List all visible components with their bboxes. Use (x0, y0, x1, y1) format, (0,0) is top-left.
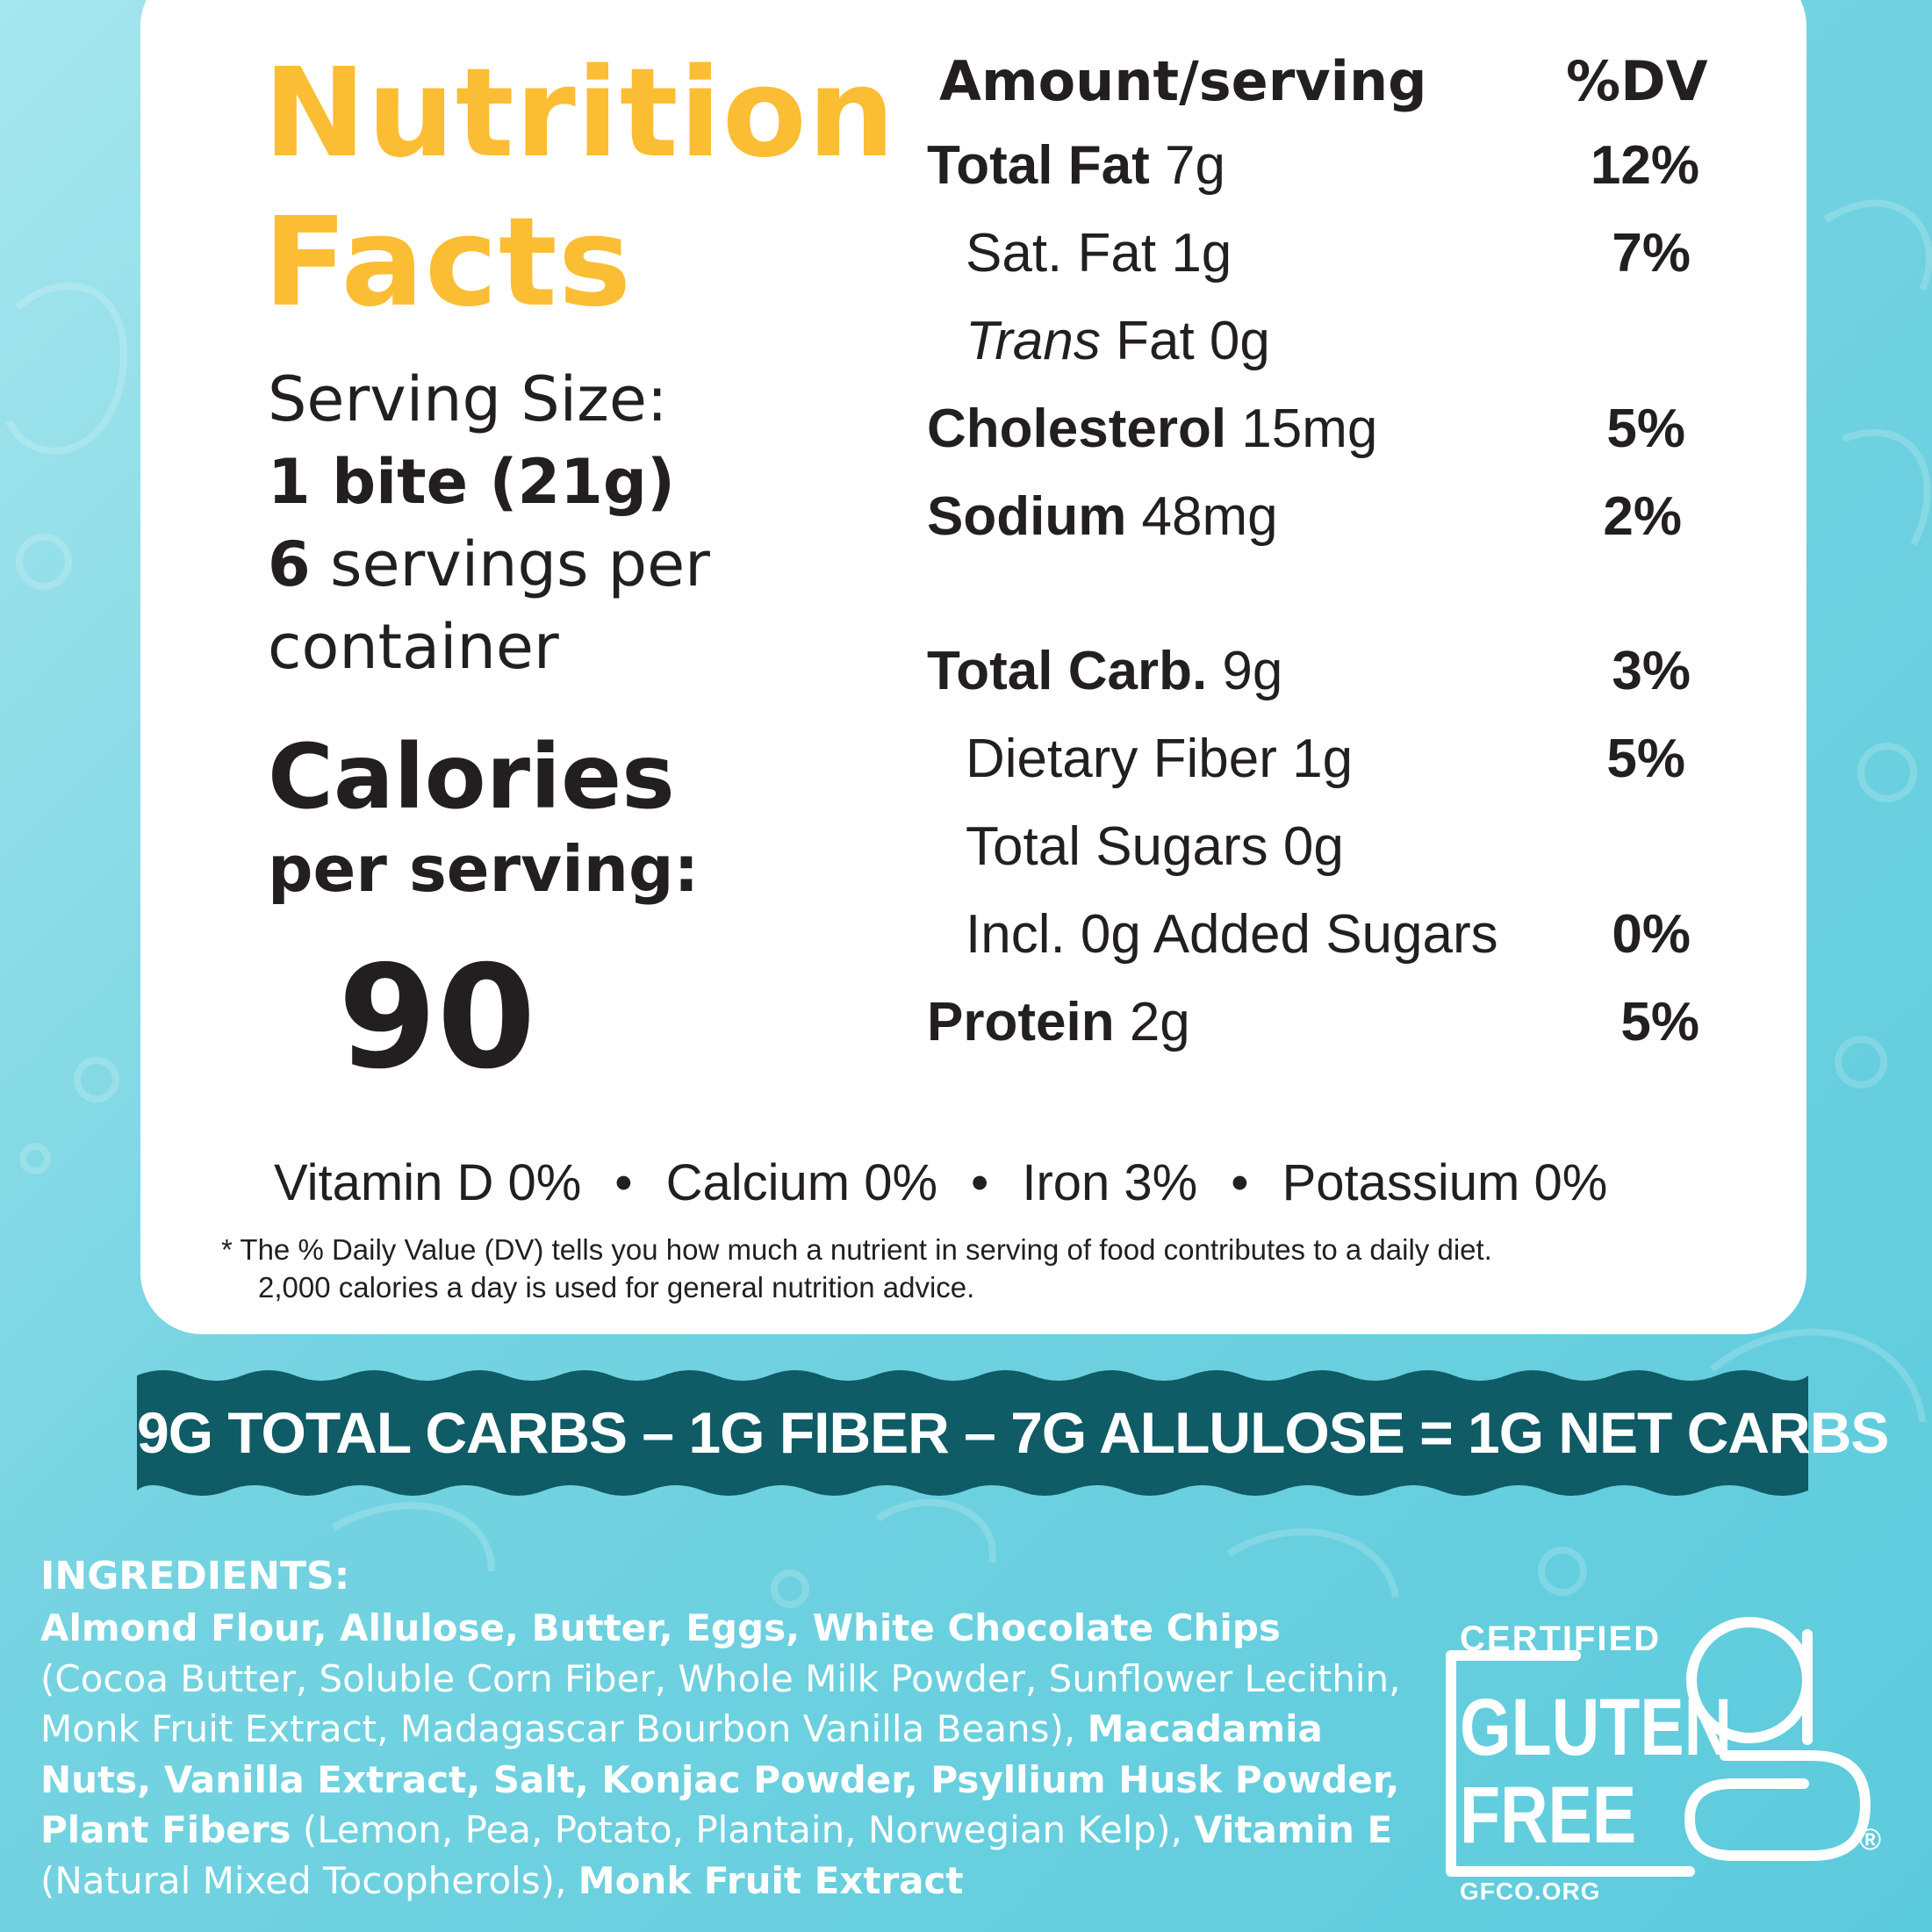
badge-url-text: GFCO.ORG (1460, 1878, 1601, 1905)
calcium: Calcium 0% (665, 1154, 938, 1211)
serving-info: Serving Size: 1 bite (21g) 6 servings pe… (268, 358, 710, 688)
ingredients-section: INGREDIENTS: Almond Flour, Allulose, But… (40, 1552, 1410, 1906)
nutrient-dv: 5% (1606, 399, 1685, 459)
servings-per-container: 6 servings per (268, 523, 710, 606)
nutrient-row-cholesterol: Cholesterol 15mg 5% (927, 390, 1699, 469)
separator-dot: • (971, 1154, 989, 1211)
nutrient-name: Incl. 0g Added Sugars (966, 904, 1498, 965)
separator-dot: • (1231, 1154, 1249, 1211)
ingredients-part: Vitamin E (1194, 1808, 1393, 1851)
nutrient-row-sat-fat: Sat. Fat 1g 7% (966, 214, 1699, 293)
nutrient-amount: 0g (1268, 816, 1344, 877)
nutrient-amount: 1g (1156, 223, 1232, 284)
badge-certified-text: CERTIFIED (1460, 1620, 1662, 1658)
nutrient-dv: 0% (1612, 904, 1691, 965)
nutrient-amount: 2g (1114, 992, 1190, 1052)
nutrient-row-dietary-fiber: Dietary Fiber 1g 5% (966, 720, 1699, 799)
registered-mark: ® (1859, 1823, 1882, 1857)
column-header-amount: Amount/serving (939, 49, 1427, 113)
nutrient-dv: 7% (1612, 223, 1691, 284)
potassium: Potassium 0% (1282, 1154, 1608, 1211)
nutrient-name: Total Fat (927, 135, 1150, 196)
ingredients-part: Almond Flour, Allulose, Butter, Eggs, Wh… (40, 1606, 1281, 1649)
net-carbs-text: 9G TOTAL CARBS – 1G FIBER – 7G ALLULOSE … (137, 1400, 1889, 1465)
nutrition-facts-title: Nutrition Facts (263, 40, 896, 338)
ingredients-list: Almond Flour, Allulose, Butter, Eggs, Wh… (40, 1603, 1410, 1906)
badge-free-text: FREE (1460, 1770, 1637, 1860)
ingredients-part: (Natural Mixed Tocopherols), (40, 1858, 578, 1902)
servings-count: 6 (268, 528, 311, 600)
nutrient-name: Cholesterol (927, 399, 1227, 459)
ingredients-part: Monk Fruit Extract (578, 1858, 964, 1902)
nutrient-row-total-fat: Total Fat 7g 12% (927, 126, 1699, 205)
footnote-line-2: 2,000 calories a day is used for general… (258, 1271, 975, 1304)
nutrient-name: Trans (966, 311, 1101, 371)
nutrient-amount: 9g (1207, 641, 1283, 701)
column-header-dv: %DV (1566, 49, 1708, 113)
vitamin-d: Vitamin D 0% (274, 1154, 582, 1211)
nutrient-row-added-sugars: Incl. 0g Added Sugars 0% (966, 895, 1699, 974)
vitamins-row: Vitamin D 0% • Calcium 0% • Iron 3% • Potassiu… (274, 1148, 1607, 1218)
nutrient-name: Sodium (927, 486, 1127, 547)
nutrient-name: Protein (927, 992, 1115, 1052)
calories-sub-label: per serving: (268, 832, 700, 906)
net-carbs-banner (137, 1370, 1808, 1496)
servings-text: servings per (310, 528, 710, 600)
nutrient-name: Total Carb. (927, 641, 1208, 701)
nutrient-amount: 7g (1149, 135, 1225, 196)
ingredients-part: (Lemon, Pea, Potato, Plantain, Norwegian… (291, 1808, 1195, 1851)
nutrient-amount: 48mg (1126, 486, 1278, 547)
title-line-1: Nutrition (263, 42, 896, 185)
nutrient-dv: 12% (1590, 135, 1699, 196)
nutrient-dv: 5% (1606, 729, 1685, 789)
nutrient-row-sodium: Sodium 48mg 2% (927, 478, 1699, 557)
serving-size-label: Serving Size: (268, 363, 668, 435)
calories-value: 90 (338, 936, 536, 1101)
nutrition-card (140, 0, 1806, 1334)
ingredients-part: Macadamia Nuts, Vanilla Extract, Salt, K… (40, 1707, 1400, 1851)
ingredients-title: INGREDIENTS: (40, 1554, 350, 1598)
nutrient-name: Total Sugars (966, 816, 1268, 877)
separator-dot: • (614, 1154, 633, 1211)
nutrient-row-total-carb: Total Carb. 9g 3% (927, 632, 1699, 711)
daily-value-footnote: * The % Daily Value (DV) tells you how m… (221, 1231, 1492, 1306)
gluten-free-certification-icon (1446, 1617, 1871, 1877)
nutrient-row-trans-fat: Trans Fat 0g (966, 302, 1699, 381)
nutrient-amount: Fat 0g (1100, 311, 1270, 371)
nutrient-dv: 3% (1612, 641, 1691, 701)
badge-gluten-text: GLUTEN (1460, 1683, 1733, 1772)
nutrient-amount: 1g (1276, 729, 1354, 789)
calories-label: Calories (268, 725, 675, 830)
footnote-line-1: * The % Daily Value (DV) tells you how m… (221, 1233, 1492, 1266)
nutrient-dv: 2% (1603, 486, 1682, 547)
nutrient-amount: 15mg (1226, 399, 1378, 459)
nutrient-name: Sat. Fat (966, 223, 1157, 284)
nutrient-name: Dietary Fiber (966, 729, 1277, 789)
serving-size-value: 1 bite (21g) (268, 446, 675, 518)
nutrient-dv: 5% (1620, 992, 1699, 1052)
title-line-2: Facts (263, 191, 633, 334)
nutrient-row-total-sugars: Total Sugars 0g (966, 808, 1699, 887)
nutrient-row-protein: Protein 2g 5% (927, 983, 1699, 1062)
servings-text-2: container (268, 611, 559, 683)
ingredients-part: (Cocoa Butter, Soluble Corn Fiber, Whole… (40, 1656, 1401, 1751)
iron: Iron 3% (1022, 1154, 1198, 1211)
